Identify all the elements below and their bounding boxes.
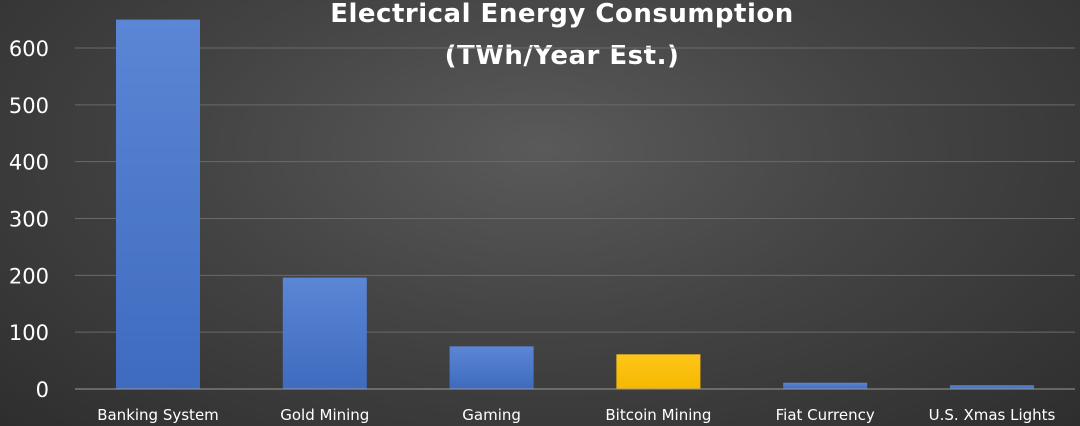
- bar-u-s-xmas-lights: [950, 385, 1034, 389]
- x-category-label: Bitcoin Mining: [605, 406, 711, 424]
- bar-fiat-currency: [783, 382, 868, 389]
- x-category-label: Banking System: [97, 406, 219, 424]
- bar-bitcoin-mining: [616, 354, 701, 389]
- x-category-label: Fiat Currency: [776, 406, 875, 424]
- y-tick-label: 100: [9, 321, 49, 345]
- chart-title: Electrical Energy Consumption: [330, 0, 794, 29]
- bar-banking-system: [116, 19, 200, 389]
- x-axis-labels: Banking System Gold Mining Gaming Bitcoin M…: [97, 406, 1055, 424]
- y-axis-ticks: 0 100 200 300 400 500 600: [9, 37, 49, 402]
- bar-gaming: [449, 346, 534, 389]
- y-tick-label: 600: [9, 37, 49, 61]
- chart-subtitle: (TWh/Year Est.): [445, 41, 680, 71]
- y-tick-label: 300: [9, 208, 49, 232]
- y-tick-label: 400: [9, 151, 49, 175]
- gridlines: [75, 47, 1075, 333]
- bar-gold-mining: [282, 277, 367, 389]
- y-tick-label: 500: [9, 94, 49, 118]
- bars: [116, 19, 1034, 389]
- x-category-label: Gold Mining: [280, 406, 369, 424]
- x-category-label: Gaming: [462, 406, 521, 424]
- y-tick-label: 0: [36, 378, 49, 402]
- x-category-label: U.S. Xmas Lights: [929, 406, 1056, 424]
- y-tick-label: 200: [9, 264, 49, 288]
